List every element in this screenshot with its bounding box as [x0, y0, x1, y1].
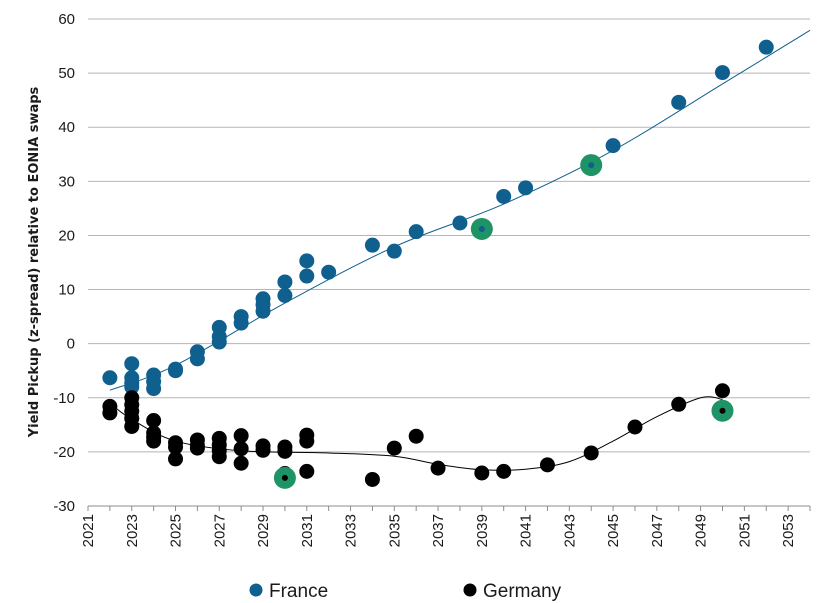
x-tick-label: 2047: [649, 514, 666, 547]
x-tick-label: 2023: [124, 514, 141, 547]
france-data-point: [671, 94, 687, 110]
y-tick-label: -10: [53, 390, 75, 407]
france-data-point: [277, 274, 293, 290]
germany-data-point: [430, 460, 446, 476]
france-data-point: [168, 363, 184, 379]
france-data-point: [299, 268, 315, 284]
germany-highlighted-point-center: [719, 407, 726, 414]
france-data-point: [386, 243, 402, 259]
france-data-point: [496, 188, 512, 204]
france-data-point: [299, 253, 315, 269]
germany-legend-marker: [463, 583, 477, 597]
germany-data-point: [233, 428, 249, 444]
germany-data-point: [102, 405, 118, 421]
x-tick-label: 2039: [474, 514, 491, 547]
germany-data-point: [386, 440, 402, 456]
france-data-point: [255, 303, 271, 319]
france-data-point: [758, 39, 774, 55]
y-tick-label: 40: [58, 119, 75, 136]
y-tick-label: -30: [53, 498, 75, 515]
germany-data-point: [146, 413, 162, 429]
germany-highlighted-point-center: [281, 474, 288, 481]
germany-data-point: [146, 433, 162, 449]
france-legend-marker: [249, 583, 263, 597]
germany-legend-label: Germany: [483, 581, 562, 602]
x-tick-label: 2051: [736, 514, 753, 547]
germany-data-point: [714, 383, 730, 399]
data-points: [102, 39, 774, 489]
france-data-point: [714, 65, 730, 81]
france-data-point: [364, 237, 380, 253]
legend: France Germany: [249, 581, 562, 602]
x-axis-ticks: 2021 2023 2025 2027 2029 2031 2033 2035 2037 2039…: [80, 505, 811, 547]
france-data-point: [605, 138, 621, 154]
germany-data-point: [168, 439, 184, 455]
france-highlighted-point-center: [588, 162, 595, 169]
germany-trend-line: [109, 396, 723, 471]
germany-data-point: [583, 445, 599, 461]
x-tick-label: 2041: [518, 514, 535, 547]
x-tick-label: 2043: [561, 514, 578, 547]
france-data-point: [321, 264, 337, 280]
france-data-point: [518, 180, 534, 196]
germany-data-point: [255, 442, 271, 458]
germany-data-point: [277, 443, 293, 459]
germany-data-point: [474, 465, 490, 481]
germany-data-point: [299, 463, 315, 479]
y-axis-title: Yield Pickup (z-spread) relative to EONI…: [27, 86, 42, 438]
germany-data-point: [539, 457, 555, 473]
france-data-point: [408, 224, 424, 240]
x-tick-label: 2025: [168, 514, 185, 547]
x-tick-label: 2031: [299, 514, 316, 547]
france-highlighted-point-center: [478, 225, 485, 232]
germany-data-point: [233, 455, 249, 471]
france-data-point: [211, 334, 227, 350]
trend-lines: [109, 29, 811, 471]
y-tick-label: 60: [58, 11, 75, 28]
germany-data-point: [299, 433, 315, 449]
france-data-point: [233, 315, 249, 331]
y-axis-ticks: 60 50 40 30 20 10 0 -10 -20 -30: [53, 11, 75, 515]
x-tick-label: 2033: [343, 514, 360, 547]
germany-data-point: [671, 396, 687, 412]
x-tick-label: 2027: [211, 514, 228, 547]
germany-data-point: [211, 449, 227, 465]
x-tick-label: 2035: [386, 514, 403, 547]
x-tick-label: 2029: [255, 514, 272, 547]
germany-data-point: [124, 418, 140, 434]
france-data-point: [124, 356, 140, 372]
y-tick-label: 20: [58, 227, 75, 244]
france-data-point: [102, 370, 118, 386]
x-tick-label: 2021: [80, 514, 97, 547]
y-tick-label: 30: [58, 173, 75, 190]
y-tick-label: 50: [58, 65, 75, 82]
y-tick-label: 10: [58, 282, 75, 299]
y-tick-label: -20: [53, 444, 75, 461]
france-data-point: [189, 351, 205, 367]
germany-data-point: [233, 441, 249, 457]
germany-data-point: [627, 419, 643, 435]
france-legend-label: France: [269, 581, 328, 602]
y-tick-label: 0: [67, 336, 75, 353]
france-data-point: [124, 379, 140, 395]
x-tick-label: 2045: [605, 514, 622, 547]
france-data-point: [146, 381, 162, 397]
germany-data-point: [496, 463, 512, 479]
germany-data-point: [408, 428, 424, 444]
x-tick-label: 2049: [693, 514, 710, 547]
germany-data-point: [189, 440, 205, 456]
france-data-point: [277, 288, 293, 304]
x-tick-label: 2053: [780, 514, 797, 547]
germany-data-point: [168, 451, 184, 467]
x-tick-label: 2037: [430, 514, 447, 547]
germany-data-point: [364, 471, 380, 487]
france-data-point: [452, 215, 468, 231]
